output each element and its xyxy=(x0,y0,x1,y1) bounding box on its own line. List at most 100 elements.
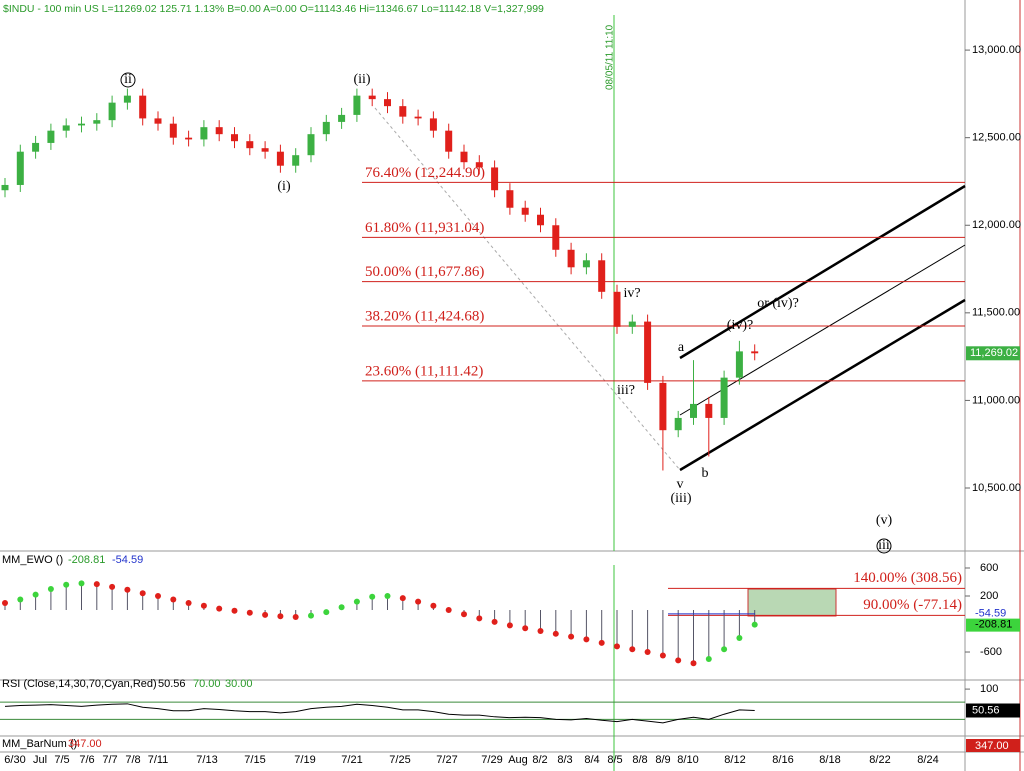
ewo-dot xyxy=(17,596,24,603)
candle-body xyxy=(506,190,514,208)
candle-body xyxy=(16,151,24,185)
candle-body xyxy=(567,249,575,268)
projection-label: 140.00% (308.56) xyxy=(853,570,962,586)
ewo-dot xyxy=(522,625,529,632)
candle-body xyxy=(659,382,667,431)
barnum-value: 347.00 xyxy=(68,738,102,750)
value-box-label: -208.81 xyxy=(975,619,1012,631)
ewo-dot xyxy=(277,613,284,620)
candle-body xyxy=(399,106,407,117)
ewo-dot xyxy=(200,602,207,609)
candle-body xyxy=(139,95,147,119)
x-tick-label: 8/12 xyxy=(724,754,745,766)
ewo-dot xyxy=(2,600,8,606)
ewo-dot xyxy=(246,609,253,616)
panel-title: MM_BarNum () xyxy=(2,738,77,750)
ewo-signal: -54.59 xyxy=(112,554,143,566)
ewo-dot xyxy=(369,593,376,600)
candle-body xyxy=(521,207,529,215)
candle-body xyxy=(368,95,376,100)
candle-body xyxy=(537,214,544,226)
ewo-dot xyxy=(399,595,406,602)
x-tick-label: Jul xyxy=(33,754,47,766)
ewo-dot xyxy=(690,660,697,667)
candle-body xyxy=(582,260,590,268)
projection-box xyxy=(747,588,837,617)
candle-body xyxy=(1,184,9,191)
ewo-dot xyxy=(705,656,712,663)
ewo-dot xyxy=(537,628,544,635)
candle-body xyxy=(674,417,682,431)
ewo-dot xyxy=(552,630,559,637)
candle-body xyxy=(108,102,116,121)
candle-body xyxy=(261,148,269,152)
y-tick-label: 12,500.00 xyxy=(972,132,1021,144)
candle-body xyxy=(231,134,238,142)
fib-label: 23.60% (11,111.42) xyxy=(365,363,483,379)
candle-body xyxy=(47,130,55,143)
candle-body xyxy=(169,123,177,138)
rsi-level: 70.00 xyxy=(193,678,221,690)
x-tick-label: 7/13 xyxy=(196,754,217,766)
x-tick-label: 8/10 xyxy=(677,754,698,766)
x-tick-label: 7/5 xyxy=(54,754,69,766)
candle-body xyxy=(414,116,422,119)
candle-body xyxy=(185,137,193,140)
panel-title: MM_EWO () xyxy=(2,554,63,566)
x-tick-label: 8/18 xyxy=(819,754,840,766)
ewo-dot xyxy=(430,602,437,609)
fib-label: 76.40% (12,244.90) xyxy=(365,165,485,181)
candle-body xyxy=(200,127,208,140)
candle-body xyxy=(32,142,40,152)
candle-body xyxy=(246,141,254,149)
wave-label: iii xyxy=(878,538,890,553)
rsi-line xyxy=(4,703,755,724)
x-tick-label: Aug xyxy=(508,754,528,766)
value-box xyxy=(966,618,1020,632)
candle-body xyxy=(460,151,468,163)
candle-body xyxy=(322,121,330,135)
wave-label: (iv)? xyxy=(727,318,753,333)
ewo-dot xyxy=(506,622,513,629)
ewo-dot xyxy=(598,639,605,646)
ewo-dot xyxy=(751,621,758,628)
channel-upper xyxy=(679,184,966,360)
ewo-dot xyxy=(659,652,666,659)
wave-label: a xyxy=(678,340,685,355)
rsi-value: 50.56 xyxy=(158,678,186,690)
candle-body xyxy=(598,260,606,292)
candle-body xyxy=(628,321,636,327)
wave-circle xyxy=(876,538,892,554)
ewo-dot xyxy=(231,607,238,614)
candle-body xyxy=(338,114,346,122)
ewo-dot xyxy=(32,591,39,598)
x-tick-label: 8/2 xyxy=(532,754,547,766)
fib-label: 61.80% (11,931.04) xyxy=(365,220,484,236)
ewo-dot xyxy=(415,598,422,605)
ewo-dot xyxy=(675,657,682,664)
wave-label: (v) xyxy=(876,513,893,528)
x-tick-label: 7/15 xyxy=(244,754,265,766)
ewo-dot xyxy=(93,581,100,588)
candle-body xyxy=(735,351,743,378)
x-tick-label: 8/9 xyxy=(655,754,670,766)
ewo-dot xyxy=(63,581,70,588)
ewo-dot xyxy=(445,607,452,614)
wave-label: (ii) xyxy=(353,72,370,87)
time-marker-label: 08/05/11 11:10 xyxy=(605,24,616,90)
x-tick-label: 8/22 xyxy=(869,754,890,766)
ewo-dot xyxy=(170,596,177,603)
y-tick-label: 600 xyxy=(980,562,998,574)
wave-label: iv? xyxy=(623,286,640,301)
wave-label: iii? xyxy=(617,383,635,398)
candle-body xyxy=(613,291,621,327)
candle-body xyxy=(552,225,560,250)
ewo-dot xyxy=(721,646,728,653)
ewo-dot xyxy=(491,618,498,625)
ewo-dot xyxy=(461,611,467,618)
y-tick-label: 11,000.00 xyxy=(972,394,1020,406)
candle-body xyxy=(690,403,697,418)
y-tick-label: 200 xyxy=(980,590,998,602)
ewo-dot xyxy=(78,580,85,587)
